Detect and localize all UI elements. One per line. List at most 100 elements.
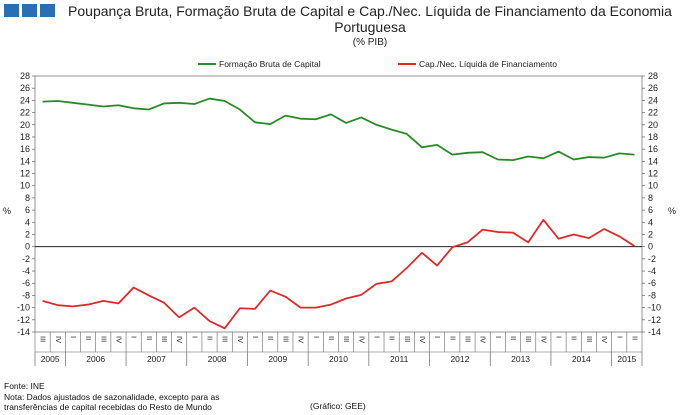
- quarter-label: IV: [114, 336, 123, 343]
- quarter-label: III: [585, 336, 594, 342]
- note-line-1: Nota: Dados ajustados de sazonalidade, e…: [4, 392, 220, 402]
- y-tick-label-left: 18: [20, 132, 30, 142]
- y-tick-label-left: -2: [22, 254, 30, 264]
- year-label: 2014: [572, 354, 591, 364]
- year-label: 2006: [86, 354, 105, 364]
- year-label: 2009: [268, 354, 287, 364]
- y-tick-label-left: 2: [25, 229, 30, 239]
- quarter-label: I: [130, 336, 139, 338]
- y-tick-label-left: 20: [20, 120, 30, 130]
- chart-subtitle: (% PIB): [352, 37, 388, 48]
- year-label: 2015: [617, 354, 636, 364]
- quarter-label: II: [509, 336, 518, 340]
- quarter-label: III: [524, 336, 533, 342]
- y-tick-label-left: -10: [17, 303, 30, 313]
- y-tick-label-right: -14: [648, 327, 661, 337]
- gee-logo: [4, 4, 55, 17]
- y-tick-label-right: 6: [648, 205, 653, 215]
- y-tick-label-left: -6: [22, 278, 30, 288]
- logo-square: [4, 4, 19, 17]
- y-tick-label-left: 22: [20, 108, 30, 118]
- quarter-label: I: [190, 336, 199, 338]
- chart-title: Poupança Bruta, Formação Bruta de Capita…: [68, 3, 672, 35]
- year-label: 2011: [390, 354, 409, 364]
- y-tick-label-right: -4: [648, 266, 656, 276]
- quarter-label: II: [448, 336, 457, 340]
- year-label: 2008: [208, 354, 227, 364]
- year-label: 2005: [41, 354, 60, 364]
- quarter-label: III: [160, 336, 169, 342]
- y-tick-label-right: 16: [648, 144, 658, 154]
- y-tick-label-left: -4: [22, 266, 30, 276]
- y-tick-label-left: -12: [17, 315, 30, 325]
- quarter-label: I: [555, 336, 564, 338]
- y-tick-label-right: 24: [648, 95, 658, 105]
- y-tick-label-right: 8: [648, 193, 653, 203]
- quarter-label: III: [221, 336, 230, 342]
- quarter-label: III: [342, 336, 351, 342]
- y-tick-label-right: 22: [648, 108, 658, 118]
- quarter-label: IV: [479, 336, 488, 343]
- y-tick-label-right: -8: [648, 290, 656, 300]
- source-text: Fonte: INE: [4, 381, 45, 391]
- y-tick-label-right: 12: [648, 169, 658, 179]
- y-tick-label-right: 10: [648, 181, 658, 191]
- quarter-label: IV: [236, 336, 245, 343]
- quarter-label: IV: [297, 336, 306, 343]
- y-tick-label-right: 18: [648, 132, 658, 142]
- year-label: 2010: [329, 354, 348, 364]
- quarter-label: IV: [54, 336, 63, 343]
- y-tick-label-left: 14: [20, 156, 30, 166]
- quarter-label: IV: [418, 336, 427, 343]
- y-tick-label-right: 28: [648, 71, 658, 81]
- y-tick-label-left: -8: [22, 290, 30, 300]
- y-tick-label-right: -12: [648, 315, 661, 325]
- y-tick-label-left: 8: [25, 193, 30, 203]
- quarter-label: II: [145, 336, 154, 340]
- plot-frame: [34, 75, 643, 333]
- y-tick-label-left: 26: [20, 83, 30, 93]
- y-tick-label-right: -10: [648, 303, 661, 313]
- year-label: 2007: [147, 354, 166, 364]
- quarter-label: II: [206, 336, 215, 340]
- y-tick-label-left: 28: [20, 71, 30, 81]
- y-tick-label-right: 2: [648, 229, 653, 239]
- y-tick-label-right: 20: [648, 120, 658, 130]
- quarter-label: IV: [175, 336, 184, 343]
- y-tick-label-right: -6: [648, 278, 656, 288]
- legend-label: Cap./Nec. Líquida de Financiamento: [419, 59, 557, 69]
- y-tick-label-left: 12: [20, 169, 30, 179]
- logo-square: [22, 4, 37, 17]
- quarter-label: II: [84, 336, 93, 340]
- y-tick-label-left: 4: [25, 217, 30, 227]
- y-tick-label-right: 26: [648, 83, 658, 93]
- quarter-label: I: [615, 336, 624, 338]
- year-label: 2012: [450, 354, 469, 364]
- y-tick-label-right: -2: [648, 254, 656, 264]
- y-tick-label-right: 0: [648, 242, 653, 252]
- quarter-label: I: [494, 336, 503, 338]
- series-line-fbc: [42, 97, 635, 162]
- legend-label: Formação Bruta de Capital: [219, 59, 321, 69]
- quarter-label: II: [630, 336, 639, 340]
- chart-credit: (Gráfico: GEE): [310, 401, 366, 411]
- y-tick-label-right: 14: [648, 156, 658, 166]
- year-label: 2013: [511, 354, 530, 364]
- quarter-label: IV: [600, 336, 609, 343]
- quarter-label: I: [312, 336, 321, 338]
- quarter-label: III: [403, 336, 412, 342]
- quarter-label: I: [251, 336, 260, 338]
- y-tick-label-right: 4: [648, 217, 653, 227]
- y-axis-label-right: %: [668, 206, 676, 216]
- series-line-cap-nec: [42, 218, 635, 330]
- y-tick-label-left: 10: [20, 181, 30, 191]
- quarter-label: III: [39, 336, 48, 342]
- y-tick-label-left: 6: [25, 205, 30, 215]
- quarter-label: III: [281, 336, 290, 342]
- y-axis-label-left: %: [3, 206, 11, 216]
- quarter-label: IV: [539, 336, 548, 343]
- quarter-label: I: [372, 336, 381, 338]
- quarter-label: I: [69, 336, 78, 338]
- y-tick-label-left: 16: [20, 144, 30, 154]
